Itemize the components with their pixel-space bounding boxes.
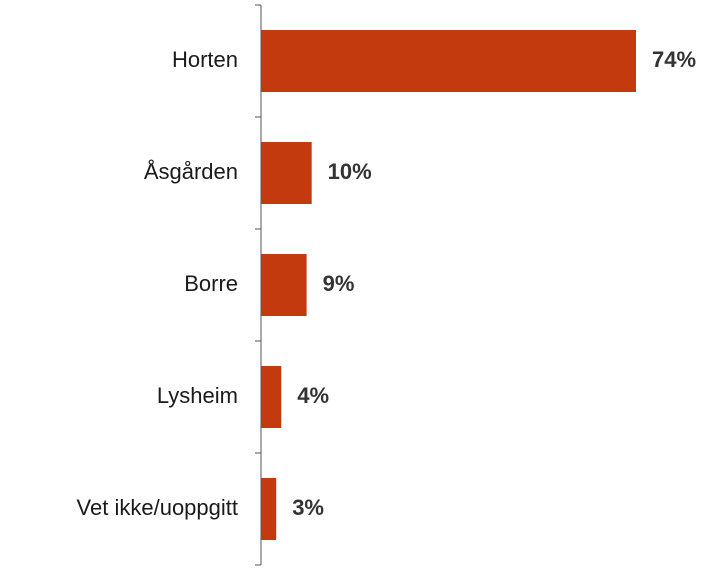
bar bbox=[261, 254, 307, 316]
bar bbox=[261, 366, 282, 428]
bar bbox=[261, 478, 277, 540]
value-label: 74% bbox=[652, 47, 696, 72]
category-label: Horten bbox=[172, 47, 238, 72]
category-label: Borre bbox=[184, 271, 238, 296]
category-label: Vet ikke/uoppgitt bbox=[77, 495, 238, 520]
category-label: Åsgården bbox=[144, 159, 238, 184]
value-label: 3% bbox=[292, 495, 324, 520]
value-label: 10% bbox=[328, 159, 372, 184]
bar bbox=[261, 30, 636, 92]
value-label: 4% bbox=[297, 383, 329, 408]
category-label: Lysheim bbox=[157, 383, 238, 408]
bar bbox=[261, 142, 312, 204]
value-label: 9% bbox=[323, 271, 355, 296]
